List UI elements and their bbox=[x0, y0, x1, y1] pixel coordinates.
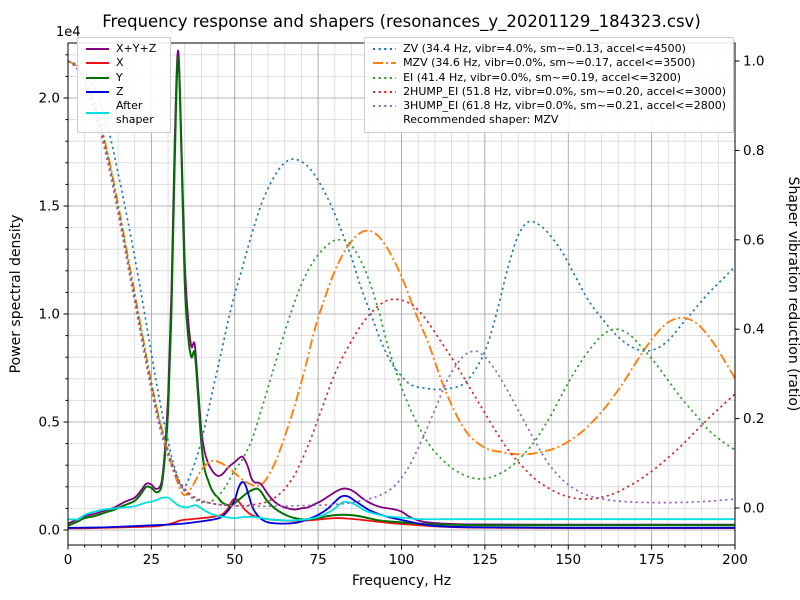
legend-line-sample bbox=[86, 48, 109, 51]
legend-line-sample bbox=[86, 62, 109, 65]
y-right-tick-label: 0.8 bbox=[743, 143, 764, 159]
legend-entry: 2HUMP_EI (51.8 Hz, vibr=0.0%, sm~=0.20, … bbox=[372, 85, 726, 99]
x-tick-label: 150 bbox=[555, 552, 581, 568]
x-tick-label: 0 bbox=[64, 552, 73, 568]
x-tick-label: 25 bbox=[143, 552, 160, 568]
legend-line-sample bbox=[373, 62, 397, 65]
y-right-axis-label: Shaper vibration reduction (ratio) bbox=[785, 177, 800, 412]
y-right-tick-label: 0.0 bbox=[743, 501, 764, 517]
x-tick-label: 125 bbox=[472, 552, 498, 568]
y-left-tick-label: 0.0 bbox=[39, 523, 60, 539]
legend-line-sample bbox=[373, 48, 397, 51]
y-left-tick-label: 0.5 bbox=[39, 415, 60, 431]
x-tick-label: 200 bbox=[722, 552, 748, 568]
x-tick-label: 75 bbox=[310, 552, 327, 568]
legend-entry: Y bbox=[85, 71, 163, 85]
series-2hump-ei bbox=[68, 60, 735, 507]
series-curves bbox=[68, 49, 735, 530]
series-after-shaper bbox=[68, 496, 735, 522]
legend-entry: X+Y+Z bbox=[85, 42, 163, 56]
legend-line-sample bbox=[86, 76, 109, 79]
legend-entry: Recommended shaper: MZV bbox=[403, 113, 726, 127]
legend-line-sample bbox=[373, 91, 397, 94]
y-right-tick-label: 0.2 bbox=[743, 411, 764, 427]
legend-label: Y bbox=[116, 70, 123, 84]
legend-label: Z bbox=[116, 84, 124, 98]
y-right-tick-label: 1.0 bbox=[743, 54, 764, 70]
legend-label: EI (41.4 Hz, vibr=0.0%, sm~=0.19, accel<… bbox=[403, 70, 682, 84]
legend-label: 2HUMP_EI (51.8 Hz, vibr=0.0%, sm~=0.20, … bbox=[403, 84, 726, 98]
legend-entry: EI (41.4 Hz, vibr=0.0%, sm~=0.19, accel<… bbox=[372, 71, 726, 85]
legend-entry: Z bbox=[85, 85, 163, 99]
legend-label: ZV (34.4 Hz, vibr=4.0%, sm~=0.13, accel<… bbox=[403, 42, 686, 55]
legend-line-sample bbox=[86, 112, 109, 115]
x-tick-label: 50 bbox=[226, 552, 243, 568]
legend-line-sample bbox=[373, 105, 397, 108]
x-axis-label: Frequency, Hz bbox=[352, 573, 451, 589]
y-left-tick-label: 1.0 bbox=[39, 307, 60, 323]
legend-label: MZV (34.6 Hz, vibr=0.0%, sm~=0.17, accel… bbox=[403, 56, 696, 70]
y-left-tick-label: 2.0 bbox=[39, 91, 60, 107]
legend-entry: 3HUMP_EI (61.8 Hz, vibr=0.0%, sm~=0.21, … bbox=[372, 99, 726, 113]
legend-label: Recommended shaper: MZV bbox=[403, 113, 559, 127]
series-z bbox=[68, 481, 735, 529]
legend-entry: X bbox=[85, 56, 163, 70]
legend-entry: After shaper bbox=[85, 99, 163, 128]
legend-entry: ZV (34.4 Hz, vibr=4.0%, sm~=0.13, accel<… bbox=[372, 42, 726, 56]
y-right-tick-label: 0.4 bbox=[743, 322, 764, 338]
legend-psd: X+Y+Z X Y Z After shaper bbox=[77, 37, 171, 133]
y-left-axis-label: Power spectral density bbox=[8, 215, 24, 374]
legend-label: 3HUMP_EI (61.8 Hz, vibr=0.0%, sm~=0.21, … bbox=[403, 99, 726, 113]
x-tick-label: 100 bbox=[389, 552, 415, 568]
legend-entry: MZV (34.6 Hz, vibr=0.0%, sm~=0.17, accel… bbox=[372, 56, 726, 70]
y-right-tick-label: 0.6 bbox=[743, 232, 764, 248]
chart-title: Frequency response and shapers (resonanc… bbox=[102, 12, 701, 32]
legend-line-sample bbox=[373, 76, 397, 79]
legend-shapers: ZV (34.4 Hz, vibr=4.0%, sm~=0.13, accel<… bbox=[364, 37, 734, 133]
y-axis-offset-label: 1e4 bbox=[56, 25, 81, 40]
legend-label: X bbox=[116, 56, 124, 70]
legend-line-sample bbox=[86, 91, 109, 94]
series-y bbox=[68, 55, 735, 527]
tick-marks bbox=[63, 54, 740, 550]
x-tick-label: 175 bbox=[639, 552, 665, 568]
legend-label: After shaper bbox=[116, 99, 154, 127]
series-zv bbox=[68, 60, 735, 489]
legend-label: X+Y+Z bbox=[116, 42, 157, 55]
y-left-tick-label: 1.5 bbox=[39, 199, 60, 215]
